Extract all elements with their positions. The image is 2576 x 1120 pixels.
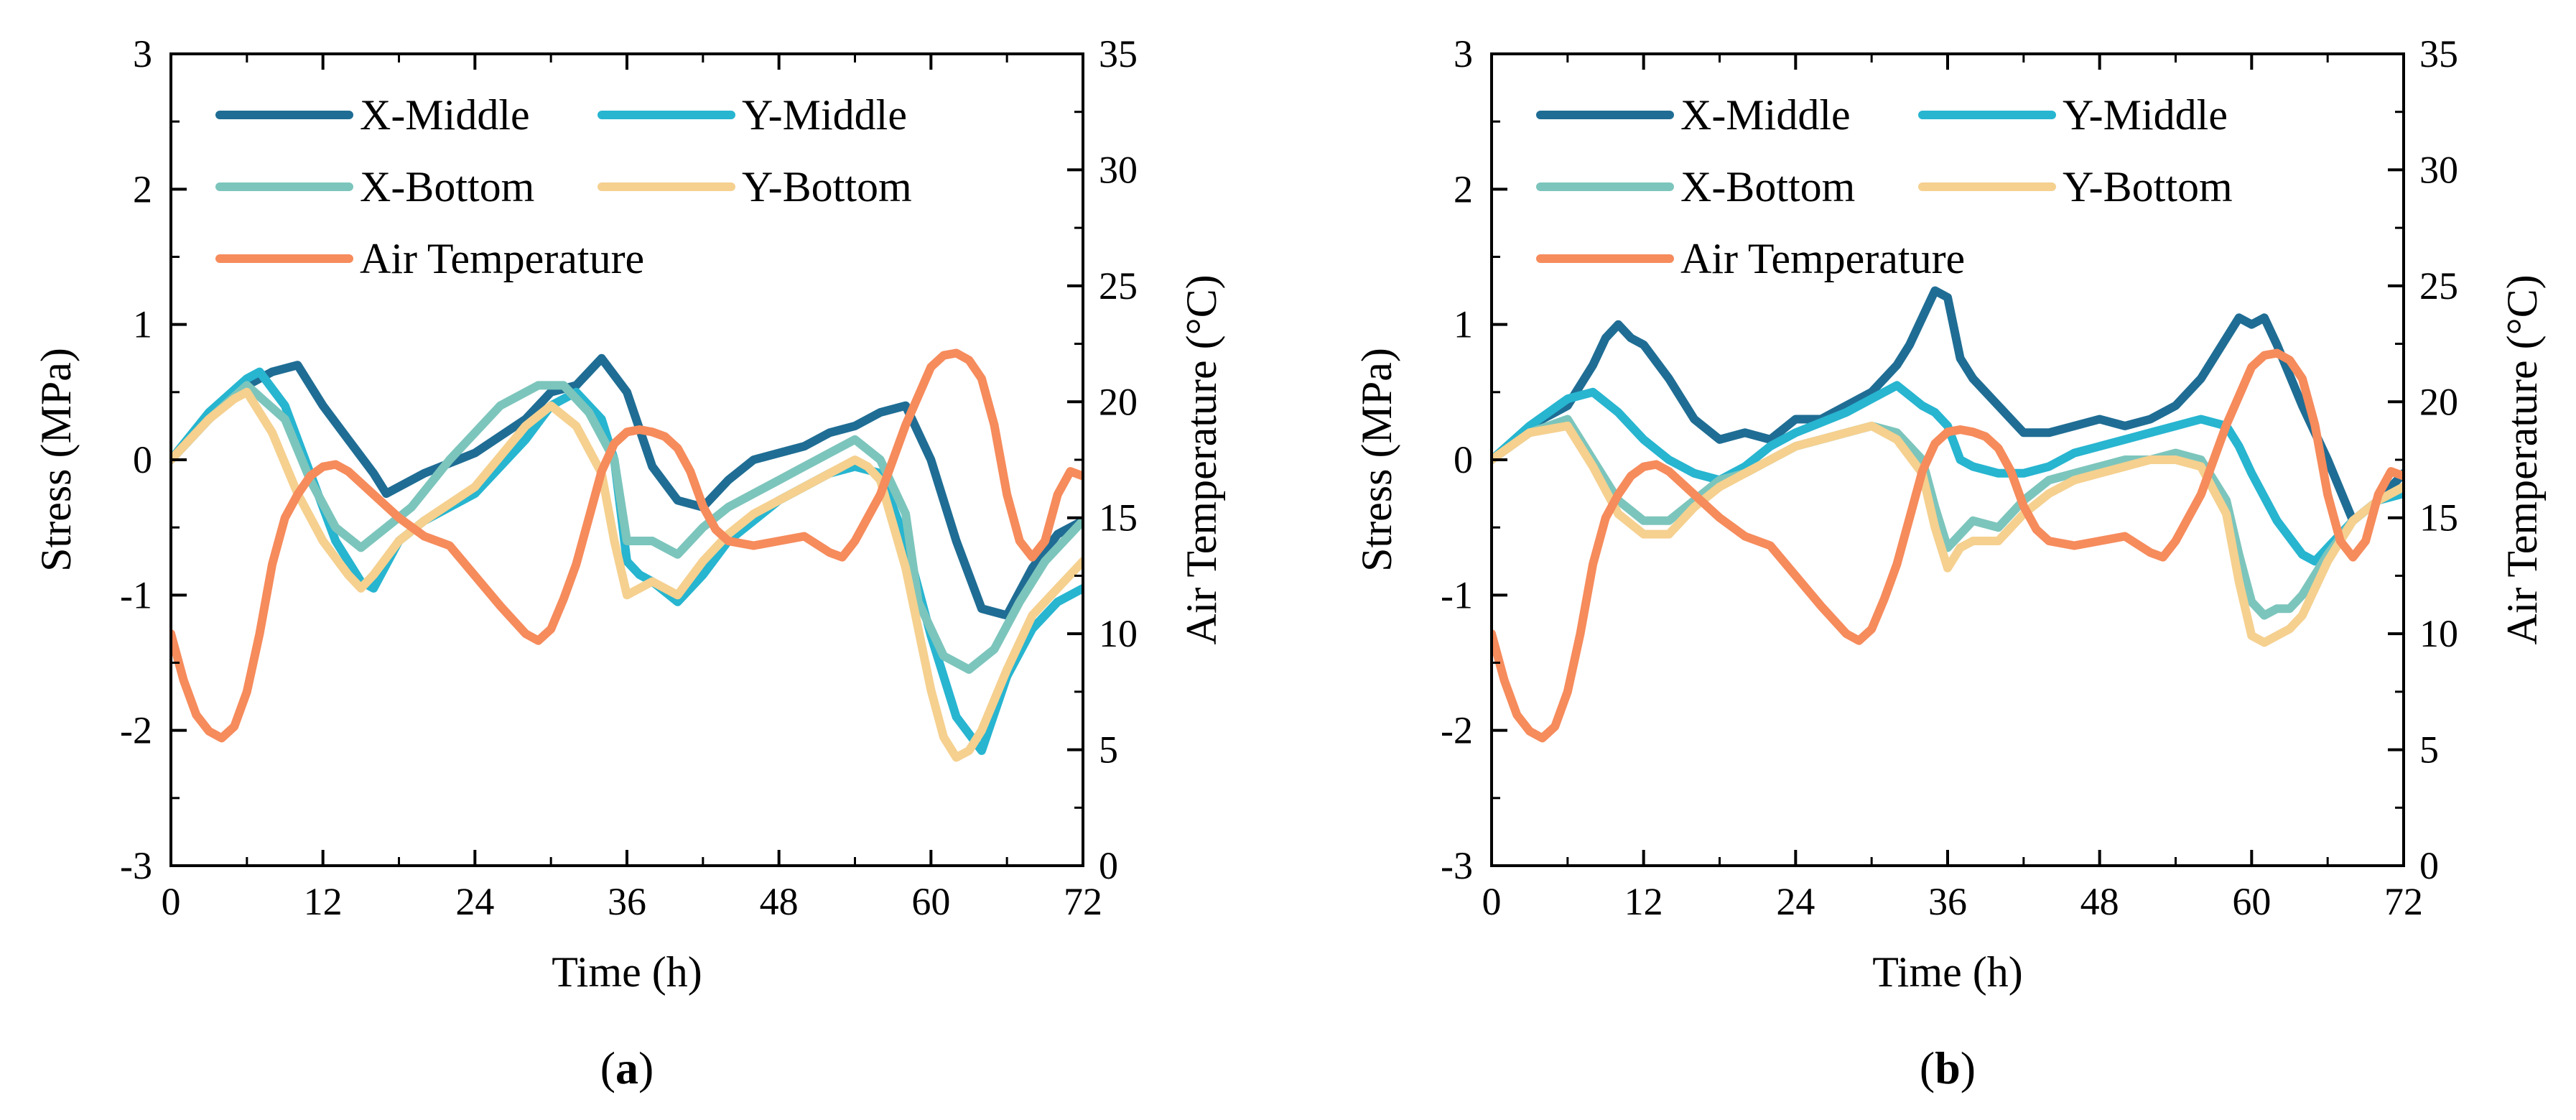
legend-item-y-middle: Y-Middle: [1918, 91, 2228, 139]
series-line-y-middle: [1492, 381, 2404, 566]
x-tick-label: 0: [162, 880, 181, 923]
series-lines: [1492, 286, 2404, 743]
y2-tick-label: 20: [1099, 380, 1138, 423]
series-line-x-bottom: [1492, 415, 2404, 620]
y2-tick-label: 15: [1099, 496, 1138, 540]
y2-tick-label: 35: [2419, 32, 2458, 75]
y-tick-label: 1: [1454, 303, 1473, 346]
panel-label: (a): [600, 1042, 654, 1093]
y-tick-label: 2: [1454, 167, 1473, 210]
y2-tick-label: 15: [2419, 496, 2458, 540]
y-tick-label: 3: [1454, 32, 1473, 75]
y-tick-label: -3: [1441, 844, 1473, 887]
y2-tick-label: 5: [2419, 728, 2439, 772]
y2-tick-label: 30: [2419, 148, 2458, 191]
x-tick-label: 36: [608, 880, 646, 923]
y2-tick-label: 0: [2419, 844, 2439, 887]
legend-item-x-bottom: X-Bottom: [1536, 163, 1855, 210]
x-tick-label: 48: [760, 880, 799, 923]
y2-tick-label: 5: [1099, 728, 1118, 772]
series-line-x-bottom: [171, 381, 1083, 674]
y-tick-label: 0: [1454, 438, 1473, 481]
y-tick-label: 3: [133, 32, 152, 75]
x-tick-label: 24: [1776, 880, 1815, 923]
y2-tick-label: 35: [1099, 32, 1138, 75]
legend-label: Air Temperature: [1680, 235, 1965, 282]
x-tick-label: 60: [911, 880, 950, 923]
legend-label: Y-Middle: [742, 91, 907, 139]
series-lines: [171, 348, 1083, 762]
x-tick-label: 0: [1482, 880, 1502, 923]
legend-label: X-Middle: [1680, 91, 1851, 139]
y-tick-label: 0: [133, 438, 152, 481]
x-tick-label: 60: [2232, 880, 2271, 923]
y2-tick-label: 25: [2419, 264, 2458, 307]
y-tick-label: 2: [133, 167, 152, 210]
legend-label: Y-Bottom: [2063, 163, 2233, 210]
legend-item-y-middle: Y-Middle: [597, 91, 907, 139]
y-tick-label: -1: [120, 573, 152, 616]
legend-item-y-bottom: Y-Bottom: [597, 163, 912, 210]
y-tick-label: -2: [1441, 709, 1473, 752]
plot-frame: [1490, 52, 2405, 867]
x-axis-title: Time (h): [1872, 948, 2022, 996]
legend-label: X-Bottom: [360, 163, 534, 210]
y2-tick-label: 10: [1099, 612, 1138, 655]
series-line-air-temperature: [171, 348, 1083, 743]
y2-tick-label: 25: [1099, 264, 1138, 307]
legend-label: X-Middle: [360, 91, 530, 139]
legend-label: Air Temperature: [360, 235, 644, 282]
legend-label: Y-Middle: [2063, 91, 2228, 139]
x-tick-label: 36: [1928, 880, 1967, 923]
x-tick-label: 72: [2384, 880, 2423, 923]
chart-panel-a: 0 12 24 36 48 60 72-3-2-1012305101520253035Tim…: [32, 32, 1225, 1093]
panel-label: (b): [1920, 1042, 1976, 1093]
y2-tick-label: 0: [1099, 844, 1118, 887]
x-tick-label: 12: [304, 880, 343, 923]
x-axis-title: Time (h): [552, 948, 702, 996]
legend-item-x-middle: X-Middle: [1536, 91, 1851, 139]
series-line-y-bottom: [171, 387, 1083, 762]
legend: X-Middle Y-Middle X-Bottom Y-Bottom Air Temp…: [215, 91, 912, 282]
legend-label: X-Bottom: [1680, 163, 1855, 210]
y-tick-label: -3: [120, 844, 152, 887]
x-tick-label: 24: [455, 880, 494, 923]
y2-tick-label: 20: [2419, 380, 2458, 423]
y-axis-title: Stress (MPa): [32, 348, 80, 572]
x-tick-label: 72: [1064, 880, 1102, 923]
legend-item-air-temperature: Air Temperature: [215, 235, 644, 282]
series-line-y-bottom: [1492, 421, 2404, 647]
y-tick-label: -1: [1441, 573, 1473, 616]
y2-axis-title: Air Temperature (°C): [1178, 274, 1225, 644]
y-tick-label: 1: [133, 303, 152, 346]
series-line-x-middle: [1492, 286, 2404, 525]
x-tick-label: 48: [2080, 880, 2119, 923]
legend-item-x-middle: X-Middle: [215, 91, 530, 139]
chart-panel-b: 0 12 24 36 48 60 72-3-2-1012305101520253035Tim…: [1353, 32, 2546, 1093]
y2-tick-label: 30: [1099, 148, 1138, 191]
y2-tick-label: 10: [2419, 612, 2458, 655]
x-tick-label: 12: [1624, 880, 1663, 923]
y-axis-title: Stress (MPa): [1353, 348, 1400, 572]
legend-item-x-bottom: X-Bottom: [215, 163, 534, 210]
legend-item-y-bottom: Y-Bottom: [1918, 163, 2233, 210]
series-line-air-temperature: [1492, 348, 2404, 743]
series-line-x-middle: [171, 353, 1083, 620]
legend-label: Y-Bottom: [742, 163, 912, 210]
y-tick-label: -2: [120, 709, 152, 752]
y2-axis-title: Air Temperature (°C): [2498, 274, 2546, 644]
legend-item-air-temperature: Air Temperature: [1536, 235, 1965, 282]
legend: X-Middle Y-Middle X-Bottom Y-Bottom Air Temp…: [1536, 91, 2233, 282]
